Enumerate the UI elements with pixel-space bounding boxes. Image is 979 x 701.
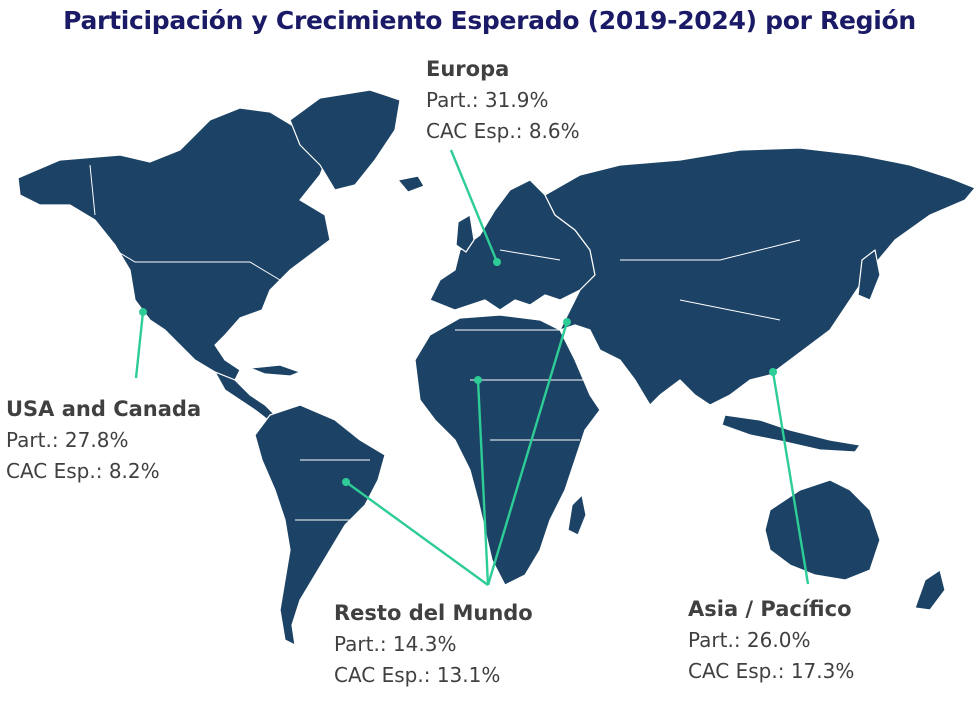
usa-canada-name: USA and Canada bbox=[6, 397, 202, 421]
north-america-landmass bbox=[17, 107, 331, 381]
uk-landmass bbox=[455, 214, 475, 253]
europe-label: Europa Part.: 31.9% CAC Esp.: 8.6% bbox=[426, 54, 580, 147]
row-pointer-south-america bbox=[342, 478, 489, 586]
usa-canada-label: USA and Canada Part.: 27.8% CAC Esp.: 8.… bbox=[6, 394, 201, 487]
row-pointer-middle-east bbox=[486, 318, 571, 586]
rest-of-world-cagr: CAC Esp.: 13.1% bbox=[334, 663, 501, 687]
country-borders bbox=[39, 164, 801, 521]
caribbean-islands bbox=[249, 364, 301, 377]
new-zealand-landmass bbox=[914, 569, 946, 611]
asia-pacific-share: Part.: 26.0% bbox=[688, 628, 811, 652]
rest-of-world-share: Part.: 14.3% bbox=[334, 632, 457, 656]
europe-share: Part.: 31.9% bbox=[426, 88, 549, 112]
australia-landmass bbox=[764, 479, 881, 581]
asia-landmass bbox=[544, 147, 976, 406]
africa-landmass bbox=[414, 314, 601, 586]
madagascar-landmass bbox=[567, 494, 587, 536]
page-title: Participación y Crecimiento Esperado (20… bbox=[63, 6, 916, 35]
usa-canada-share: Part.: 27.8% bbox=[6, 428, 129, 452]
asia-pacific-name: Asia / Pacífico bbox=[688, 597, 852, 621]
iceland-landmass bbox=[397, 175, 425, 193]
usa-canada-cagr: CAC Esp.: 8.2% bbox=[6, 459, 160, 483]
japan-landmass bbox=[857, 249, 881, 301]
rest-of-world-label: Resto del Mundo Part.: 14.3% CAC Esp.: 1… bbox=[334, 598, 533, 691]
pointer-lines bbox=[134, 149, 810, 586]
south-america-landmass bbox=[254, 404, 386, 646]
europe-pointer bbox=[449, 149, 501, 266]
row-pointer-west-africa bbox=[474, 376, 490, 586]
europe-cagr: CAC Esp.: 8.6% bbox=[426, 119, 580, 143]
usa-pointer bbox=[134, 308, 147, 379]
asia-pointer bbox=[769, 368, 810, 585]
rest-of-world-name: Resto del Mundo bbox=[334, 601, 533, 625]
europe-name: Europa bbox=[426, 57, 510, 81]
greenland-landmass bbox=[289, 89, 401, 191]
asia-pacific-label: Asia / Pacífico Part.: 26.0% CAC Esp.: 1… bbox=[688, 594, 854, 687]
southeast-asia-islands bbox=[721, 414, 861, 453]
central-america-landmass bbox=[214, 371, 276, 421]
asia-pacific-cagr: CAC Esp.: 17.3% bbox=[688, 659, 855, 683]
